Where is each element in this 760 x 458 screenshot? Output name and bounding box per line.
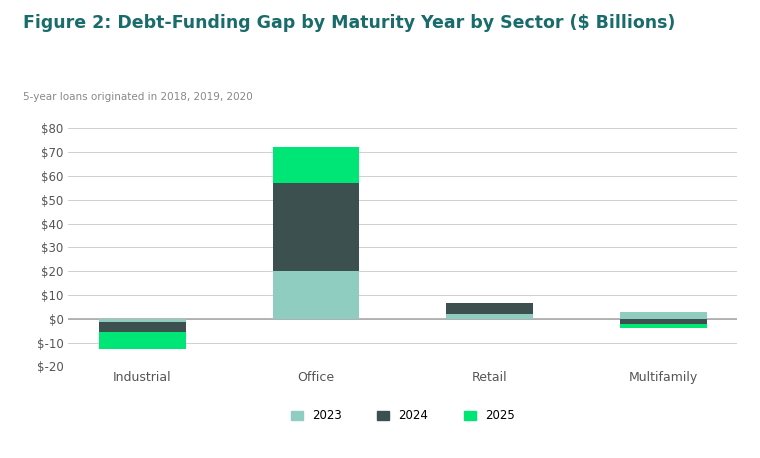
Bar xyxy=(273,147,359,183)
Bar xyxy=(620,311,707,319)
Bar xyxy=(273,271,359,319)
Bar xyxy=(446,303,533,314)
Bar xyxy=(273,183,359,271)
Bar xyxy=(99,319,185,322)
Bar xyxy=(620,323,707,328)
Bar xyxy=(446,314,533,319)
Bar xyxy=(620,319,707,323)
Text: 5-year loans originated in 2018, 2019, 2020: 5-year loans originated in 2018, 2019, 2… xyxy=(23,92,252,102)
Bar xyxy=(99,322,185,332)
Legend: 2023, 2024, 2025: 2023, 2024, 2025 xyxy=(286,405,520,427)
Bar xyxy=(99,332,185,349)
Text: Figure 2: Debt-Funding Gap by Maturity Year by Sector ($ Billions): Figure 2: Debt-Funding Gap by Maturity Y… xyxy=(23,14,675,32)
